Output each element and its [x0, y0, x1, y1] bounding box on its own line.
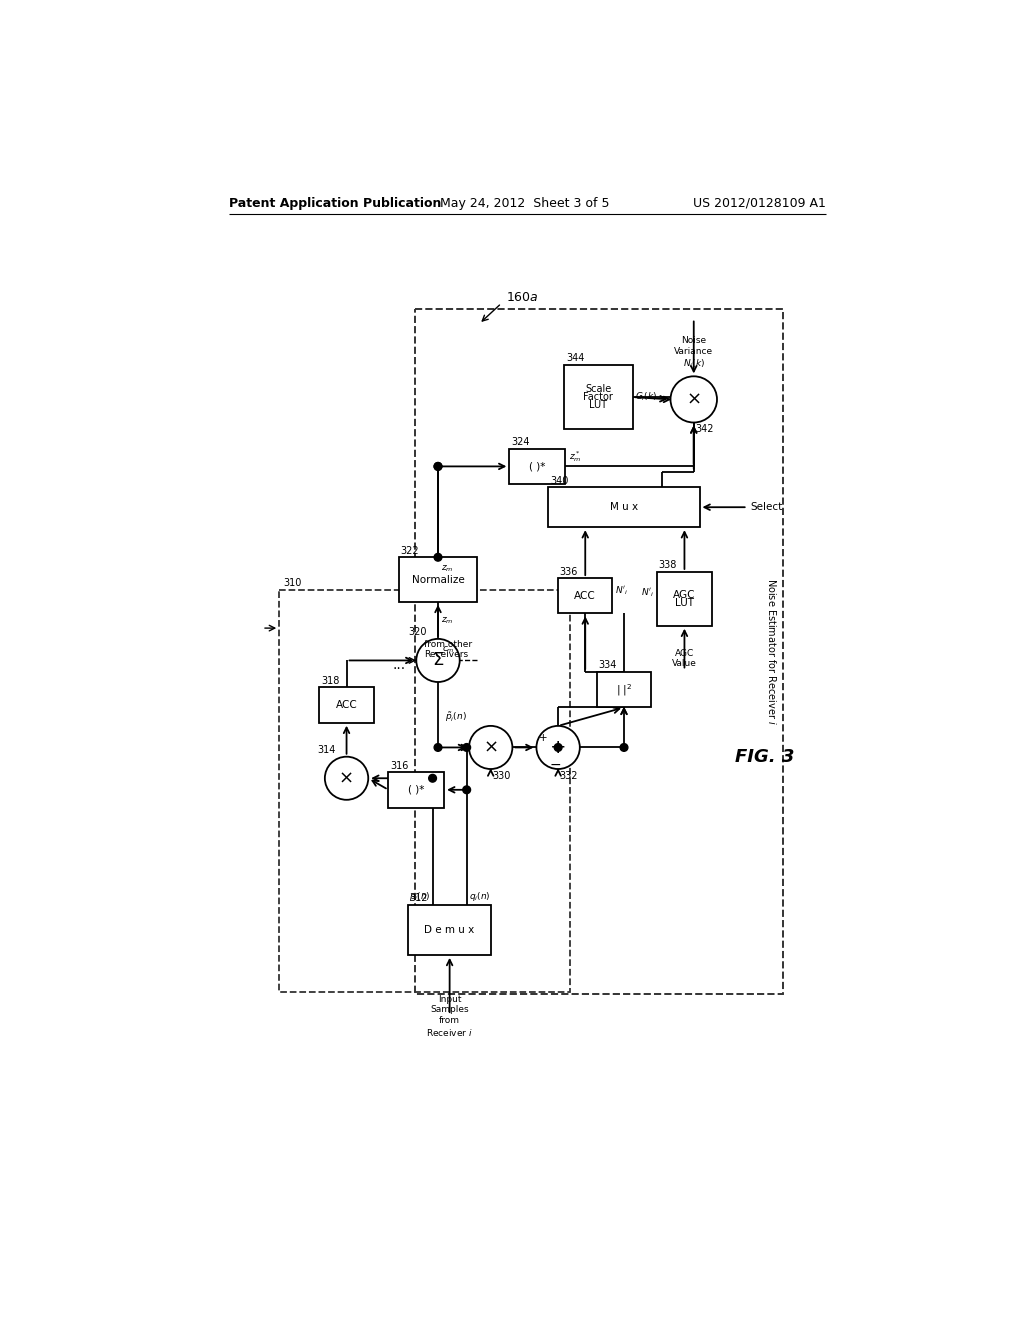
Text: ( )*: ( )*	[529, 462, 546, 471]
Circle shape	[434, 553, 442, 561]
Bar	[319, 688, 374, 723]
Bar	[564, 364, 633, 429]
Circle shape	[621, 743, 628, 751]
Bar	[415, 309, 783, 994]
Circle shape	[463, 743, 471, 751]
Text: ...: ...	[392, 659, 406, 672]
Text: ( )*: ( )*	[409, 785, 425, 795]
Circle shape	[325, 756, 369, 800]
Bar	[549, 487, 699, 527]
Text: 318: 318	[321, 676, 339, 686]
Circle shape	[434, 462, 442, 470]
Text: −: −	[549, 758, 561, 771]
Text: Factor: Factor	[584, 392, 613, 403]
Text: 312: 312	[410, 894, 428, 903]
Text: 338: 338	[658, 561, 677, 570]
Text: $160a$: $160a$	[506, 290, 539, 304]
Text: $q_i(n)$: $q_i(n)$	[469, 890, 490, 903]
Circle shape	[671, 376, 717, 422]
Text: 334: 334	[598, 660, 616, 671]
Text: AGC
Value: AGC Value	[672, 649, 697, 668]
Text: +: +	[550, 738, 566, 756]
Text: ×: ×	[686, 391, 701, 408]
Text: 316: 316	[390, 760, 409, 771]
Text: 336: 336	[560, 566, 579, 577]
Text: Noise
Variance
$N_i(k)$: Noise Variance $N_i(k)$	[674, 337, 714, 370]
Text: D e m u x: D e m u x	[425, 925, 475, 935]
Circle shape	[417, 639, 460, 682]
Text: $c_m$: $c_m$	[442, 644, 455, 655]
Text: Scale: Scale	[586, 384, 611, 393]
Bar	[558, 578, 612, 614]
Text: 322: 322	[400, 545, 420, 556]
Bar	[388, 772, 444, 808]
Text: LUT: LUT	[590, 400, 607, 411]
Text: $N'_i$: $N'_i$	[614, 585, 628, 598]
Text: 314: 314	[317, 746, 336, 755]
Text: ACC: ACC	[574, 591, 596, 601]
Text: 324: 324	[511, 437, 529, 447]
Circle shape	[434, 462, 442, 470]
Text: 330: 330	[493, 771, 511, 780]
Text: $G_i(k)$: $G_i(k)$	[635, 391, 657, 404]
Text: Normalize: Normalize	[412, 574, 464, 585]
Text: $N'_i$: $N'_i$	[641, 586, 654, 599]
Text: May 24, 2012  Sheet 3 of 5: May 24, 2012 Sheet 3 of 5	[440, 197, 609, 210]
Text: 342: 342	[695, 424, 714, 434]
Bar	[280, 590, 569, 993]
Text: $p_i(n)$: $p_i(n)$	[409, 890, 430, 903]
Text: 332: 332	[560, 771, 579, 780]
Text: Input
Samples
from
Receiver $i$: Input Samples from Receiver $i$	[426, 995, 473, 1038]
Text: ×: ×	[339, 770, 354, 787]
Text: AGC: AGC	[673, 590, 695, 599]
Text: 344: 344	[566, 354, 585, 363]
Bar	[399, 557, 477, 602]
Circle shape	[463, 785, 471, 793]
Text: M u x: M u x	[610, 502, 638, 512]
Bar	[408, 906, 492, 954]
Circle shape	[554, 743, 562, 751]
Circle shape	[537, 726, 580, 770]
Text: LUT: LUT	[675, 598, 694, 609]
Text: 320: 320	[408, 627, 426, 638]
Text: 340: 340	[550, 475, 568, 486]
Text: FIG. 3: FIG. 3	[735, 748, 795, 767]
Text: Noise Estimator for Receiver $i$: Noise Estimator for Receiver $i$	[766, 578, 778, 725]
Text: ×: ×	[483, 738, 499, 756]
Text: ACC: ACC	[336, 700, 357, 710]
Text: Patent Application Publication: Patent Application Publication	[228, 197, 441, 210]
Text: from other
Receivers: from other Receivers	[424, 640, 472, 660]
Text: $|\ |^2$: $|\ |^2$	[615, 682, 632, 697]
Text: $z_m$: $z_m$	[441, 564, 454, 574]
Circle shape	[429, 775, 436, 781]
Text: US 2012/0128109 A1: US 2012/0128109 A1	[692, 197, 825, 210]
Text: +: +	[539, 733, 548, 743]
Text: $z^*_m$: $z^*_m$	[569, 449, 582, 465]
Text: 310: 310	[283, 578, 301, 589]
Text: $z_m$: $z_m$	[441, 615, 454, 626]
Text: $\tilde{p}_i(n)$: $\tilde{p}_i(n)$	[444, 710, 467, 725]
Text: Select: Select	[750, 502, 782, 512]
Text: $\Sigma$: $\Sigma$	[432, 652, 444, 669]
Bar	[656, 572, 713, 626]
Circle shape	[469, 726, 512, 770]
Bar	[597, 672, 651, 708]
Bar	[509, 449, 565, 484]
Circle shape	[434, 743, 442, 751]
